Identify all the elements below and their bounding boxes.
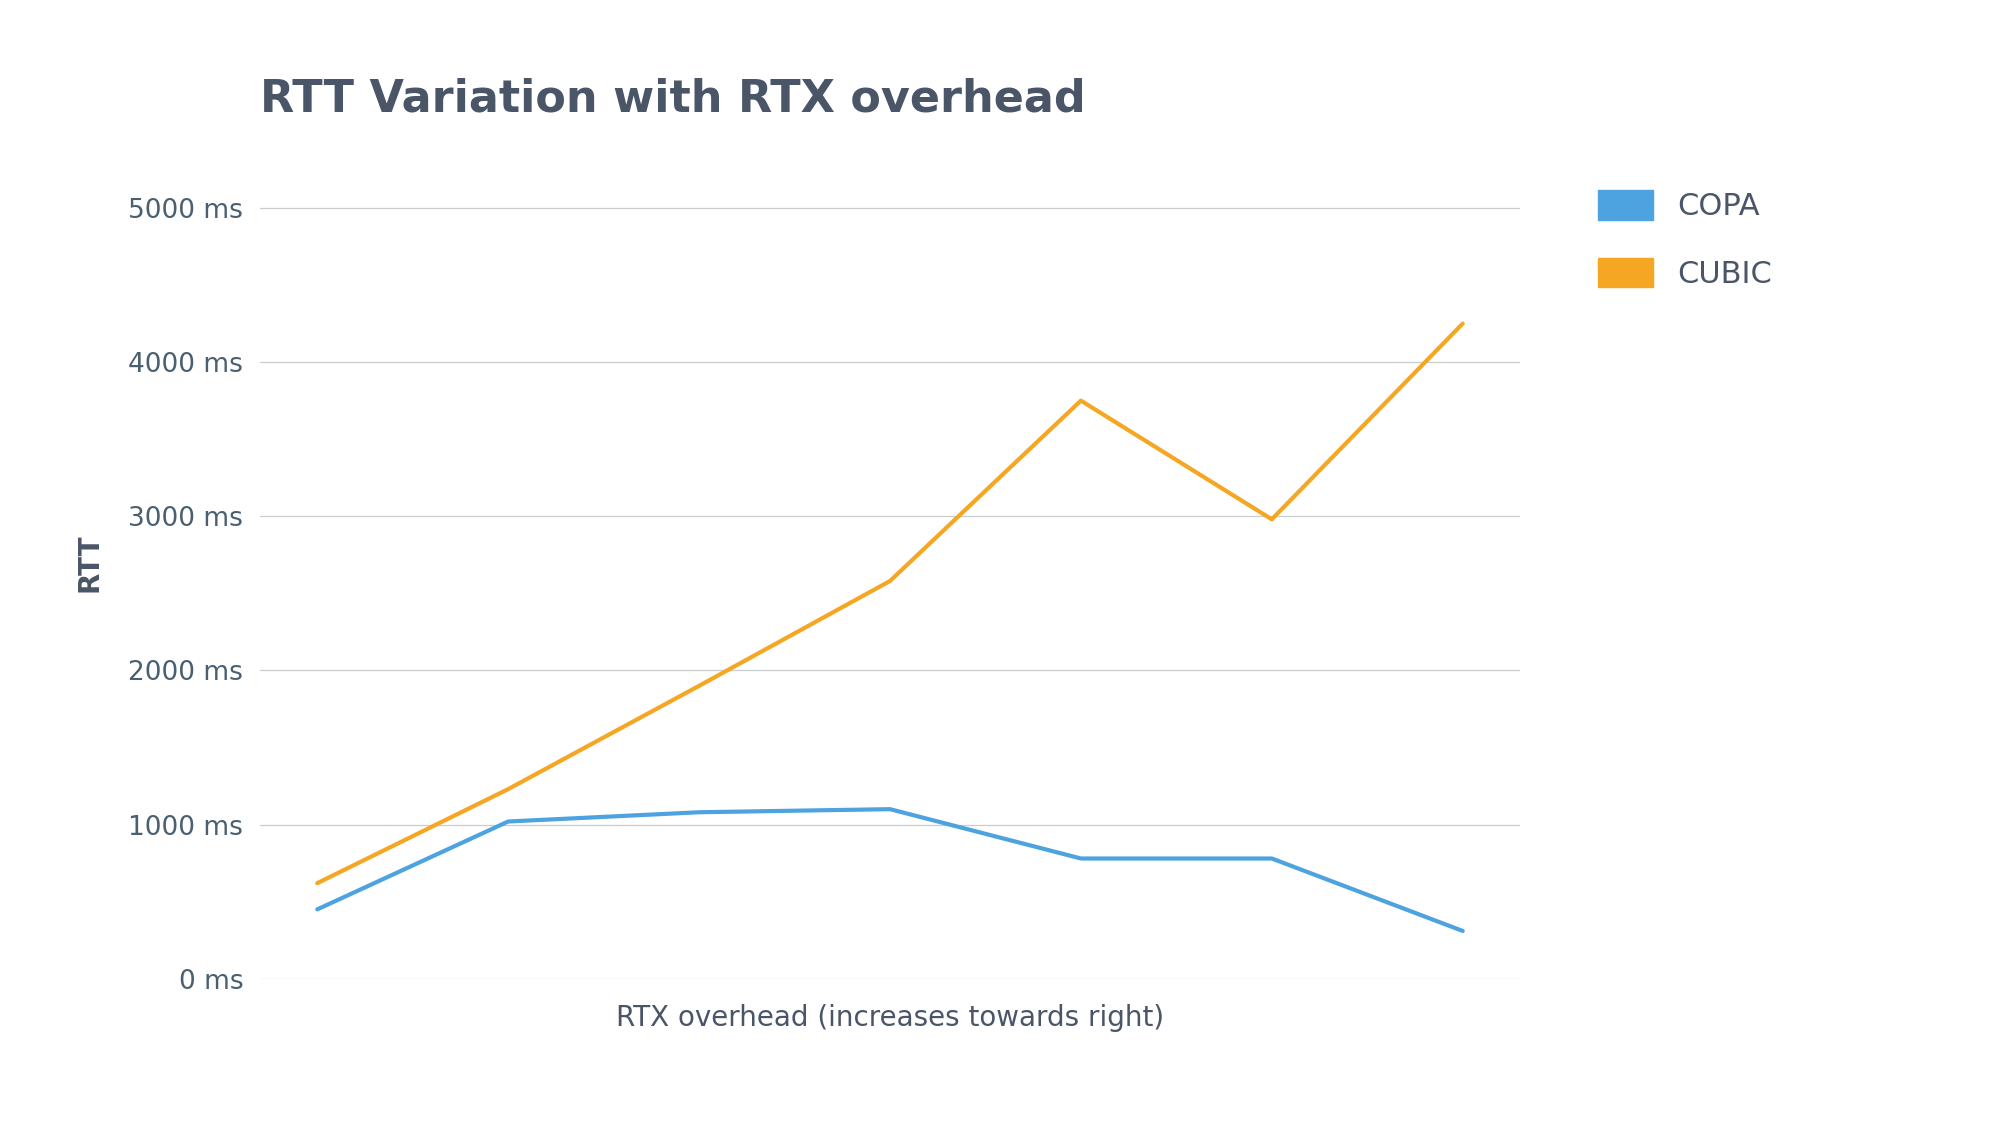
Line: COPA: COPA [318, 809, 1462, 932]
Line: CUBIC: CUBIC [318, 324, 1462, 883]
COPA [496, 814, 520, 828]
Legend: COPA, CUBIC: COPA, CUBIC [1586, 178, 1784, 302]
CUBIC [1068, 394, 1092, 407]
CUBIC [496, 782, 520, 795]
COPA [688, 806, 712, 819]
CUBIC [1450, 317, 1474, 331]
CUBIC [878, 574, 902, 587]
COPA [1450, 925, 1474, 938]
CUBIC [1260, 513, 1284, 526]
CUBIC [306, 876, 330, 890]
CUBIC [688, 680, 712, 693]
COPA [878, 802, 902, 816]
COPA [306, 902, 330, 916]
Text: RTT Variation with RTX overhead: RTT Variation with RTX overhead [260, 78, 1086, 120]
X-axis label: RTX overhead (increases towards right): RTX overhead (increases towards right) [616, 1004, 1164, 1032]
COPA [1068, 852, 1092, 865]
Y-axis label: RTT: RTT [76, 533, 104, 592]
COPA [1260, 852, 1284, 865]
